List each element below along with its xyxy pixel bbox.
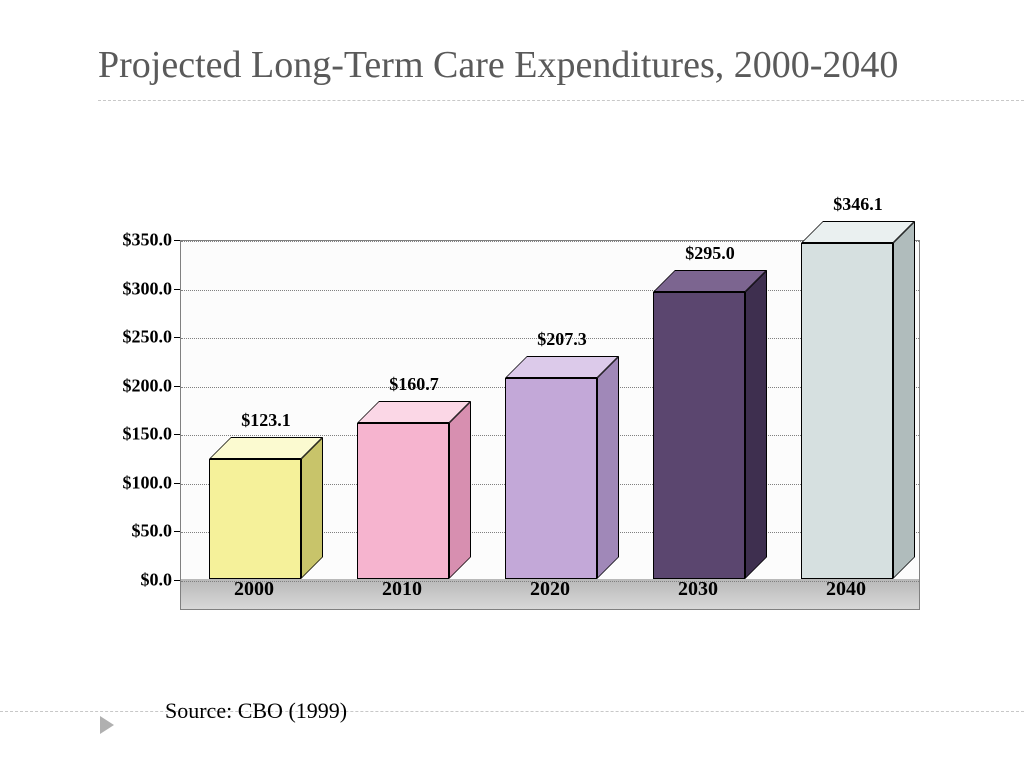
bar-group: $123.1$160.7$207.3$295.0$346.1 [181, 241, 919, 579]
bar-side [449, 401, 471, 579]
bar-2040 [801, 221, 915, 579]
y-axis-label: $250.0 [102, 327, 172, 348]
y-axis-label: $200.0 [102, 375, 172, 396]
bar-side [893, 221, 915, 579]
y-tick [174, 240, 180, 241]
x-axis-label: 2040 [826, 578, 866, 601]
bar-front [653, 292, 745, 579]
y-tick [174, 289, 180, 290]
y-tick [174, 337, 180, 338]
y-tick [174, 580, 180, 581]
bar-front [505, 378, 597, 579]
y-axis-label: $50.0 [102, 521, 172, 542]
slide-title: Projected Long-Term Care Expenditures, 2… [98, 42, 964, 90]
bar-front [801, 243, 893, 579]
y-axis-label: $350.0 [102, 230, 172, 251]
y-tick [174, 531, 180, 532]
bar-side [745, 270, 767, 579]
y-axis-label: $100.0 [102, 472, 172, 493]
bar-2020 [505, 356, 619, 579]
bullet-icon [100, 716, 114, 734]
y-tick [174, 434, 180, 435]
bar-value-label: $207.3 [537, 329, 587, 350]
x-axis-label: 2000 [234, 578, 274, 601]
source-text: Source: CBO (1999) [165, 698, 347, 724]
bar-value-label: $123.1 [241, 410, 291, 431]
bar-side [301, 437, 323, 579]
y-axis-label: $0.0 [102, 570, 172, 591]
divider-bottom [0, 711, 1024, 712]
x-axis-label: 2030 [678, 578, 718, 601]
divider-top [98, 100, 1024, 101]
y-tick [174, 483, 180, 484]
x-axis-label: 2010 [382, 578, 422, 601]
bar-front [357, 423, 449, 579]
bar-value-label: $346.1 [833, 194, 883, 215]
y-axis-label: $150.0 [102, 424, 172, 445]
bar-2010 [357, 401, 471, 579]
y-tick [174, 386, 180, 387]
bar-front [209, 459, 301, 579]
bar-2030 [653, 270, 767, 579]
bar-value-label: $160.7 [389, 374, 439, 395]
bar-2000 [209, 437, 323, 579]
bar-side [597, 356, 619, 579]
x-axis-label: 2020 [530, 578, 570, 601]
expenditures-chart: $123.1$160.7$207.3$295.0$346.1 $0.0$50.0… [100, 200, 940, 660]
bar-value-label: $295.0 [685, 243, 735, 264]
y-axis-label: $300.0 [102, 278, 172, 299]
plot-area: $123.1$160.7$207.3$295.0$346.1 [180, 240, 920, 610]
